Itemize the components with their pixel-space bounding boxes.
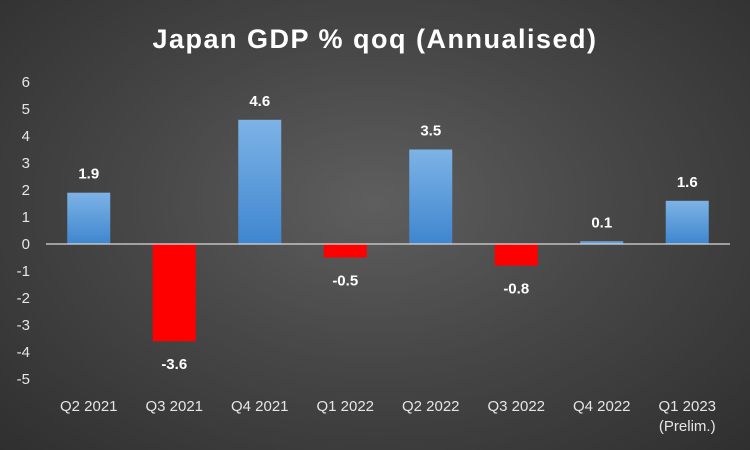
data-label: -0.5 xyxy=(332,273,358,290)
y-tick-label: -1 xyxy=(17,263,30,280)
data-label: 3.5 xyxy=(420,123,441,140)
x-tick-label: (Prelim.) xyxy=(659,418,716,435)
bar xyxy=(580,241,624,244)
x-tick-label: Q4 2022 xyxy=(573,398,631,415)
bars xyxy=(67,119,709,342)
y-tick-label: 0 xyxy=(22,236,30,253)
bar xyxy=(494,244,538,266)
x-tick-label: Q2 2021 xyxy=(60,398,118,415)
bar xyxy=(665,200,709,244)
y-tick-label: -5 xyxy=(17,371,30,388)
x-tick-label: Q3 2021 xyxy=(145,398,203,415)
y-tick-label: 3 xyxy=(22,155,30,172)
data-label: -0.8 xyxy=(503,281,529,298)
y-tick-label: -4 xyxy=(17,344,30,361)
x-axis-ticks: Q2 2021 Q3 2021 Q4 2021 Q1 2022 Q2 2022 Q3 20… xyxy=(60,398,716,435)
data-label: 1.9 xyxy=(78,166,99,183)
x-tick-label: Q3 2022 xyxy=(487,398,545,415)
x-tick-label: Q2 2022 xyxy=(402,398,460,415)
data-label: 4.6 xyxy=(249,93,270,110)
y-tick-label: 2 xyxy=(22,182,30,199)
data-labels: 1.9 -3.6 4.6 -0.5 3.5 -0.8 0.1 1.6 xyxy=(78,93,697,373)
chart-title: Japan GDP % qoq (Annualised) xyxy=(152,24,597,54)
data-label: -3.6 xyxy=(161,356,187,373)
data-label: 1.6 xyxy=(677,174,698,191)
bar xyxy=(152,244,196,342)
y-tick-label: 5 xyxy=(22,101,30,118)
y-tick-label: -2 xyxy=(17,290,30,307)
data-label: 0.1 xyxy=(591,214,612,231)
y-tick-label: 1 xyxy=(22,209,30,226)
y-tick-label: -3 xyxy=(17,317,30,334)
bar xyxy=(323,244,367,258)
x-tick-label: Q4 2021 xyxy=(231,398,289,415)
y-tick-label: 4 xyxy=(22,128,30,145)
x-tick-label: Q1 2022 xyxy=(316,398,374,415)
y-axis-ticks: 6 5 4 3 2 1 0 -1 -2 -3 -4 -5 xyxy=(17,74,30,388)
bar xyxy=(238,119,282,244)
y-tick-label: 6 xyxy=(22,74,30,91)
bar xyxy=(409,149,453,244)
x-tick-label: Q1 2023 xyxy=(658,398,716,415)
bar xyxy=(67,192,111,244)
